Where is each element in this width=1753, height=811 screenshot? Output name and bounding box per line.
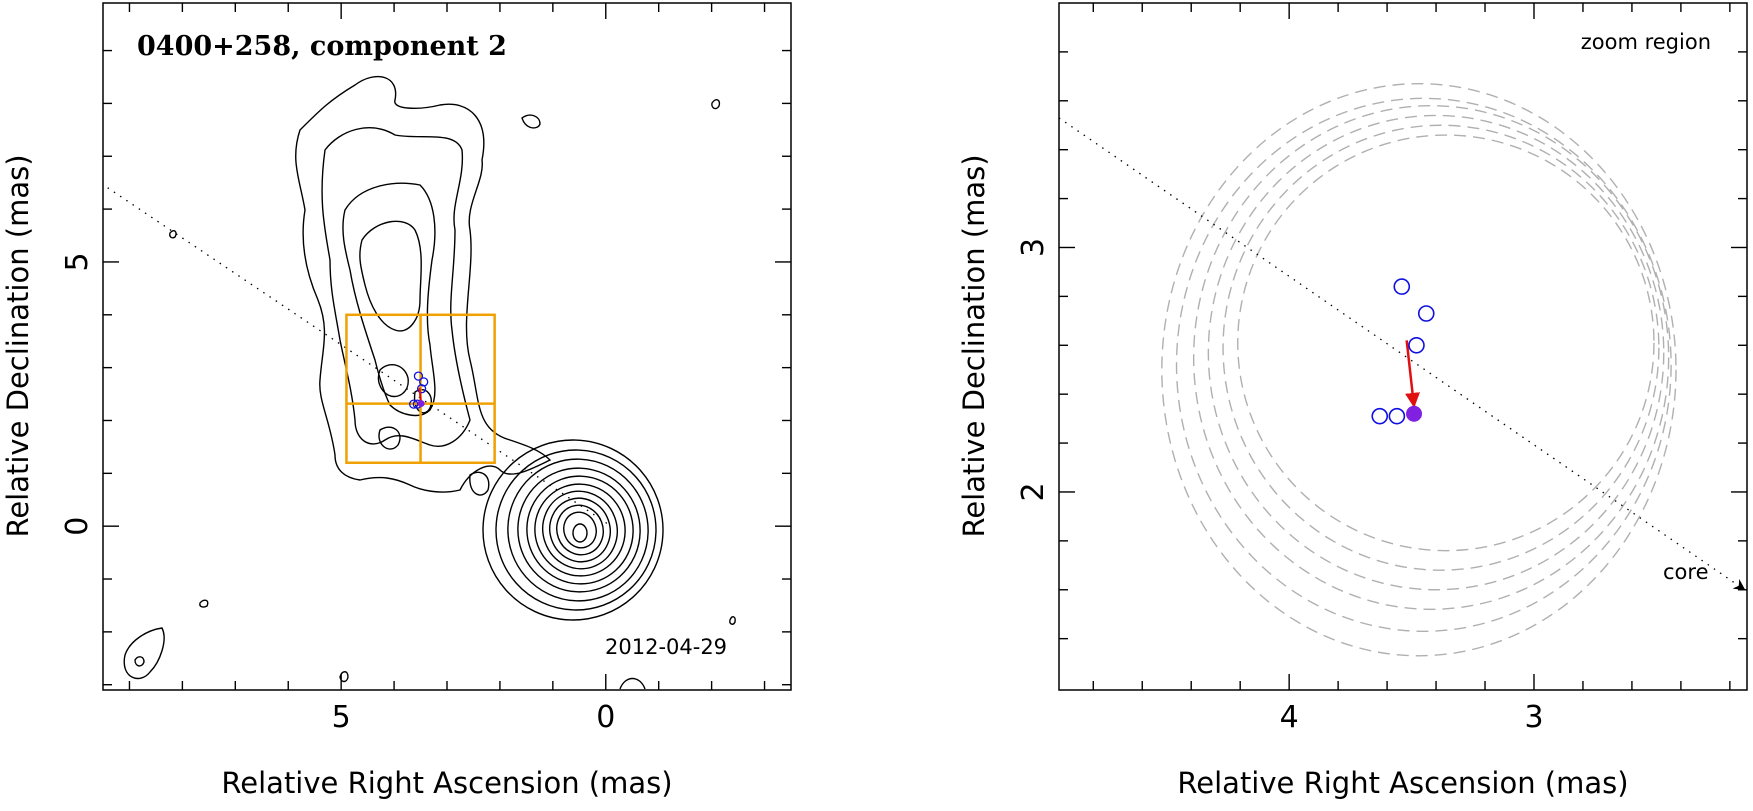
noise-contour bbox=[169, 230, 177, 239]
jet-contour bbox=[378, 426, 401, 450]
core-contour bbox=[563, 511, 597, 549]
epoch-date-label: 2012-04-29 bbox=[605, 635, 727, 659]
right-x-axis-label: Relative Right Ascension (mas) bbox=[1177, 766, 1628, 800]
left-plot-title: 0400+258, component 2 bbox=[137, 31, 507, 62]
component-position-marker bbox=[413, 371, 424, 381]
beam-ellipses bbox=[1161, 82, 1677, 657]
jet-contour bbox=[377, 364, 409, 398]
component-position-marker bbox=[1393, 278, 1411, 295]
jet-contour bbox=[321, 127, 471, 447]
component-position-marker bbox=[416, 384, 427, 394]
jet-contour bbox=[469, 471, 490, 496]
noise-contour bbox=[339, 671, 349, 683]
motion-arrow bbox=[1405, 340, 1420, 408]
noise-contour bbox=[729, 616, 736, 625]
left-ticks bbox=[103, 3, 791, 690]
right-plot-frame bbox=[1058, 2, 1748, 691]
jet-contour bbox=[295, 75, 552, 493]
core-contour bbox=[526, 475, 634, 585]
jet-contour bbox=[359, 220, 422, 332]
left-panel: 5 0 5 0 0400+258, component 2 2012-04-29 Re… bbox=[1, 2, 792, 800]
noise-contour bbox=[123, 627, 165, 680]
x-tick-label: 4 bbox=[1280, 700, 1299, 735]
left-x-axis-label: Relative Right Ascension (mas) bbox=[221, 766, 672, 800]
component-position-marker bbox=[1408, 336, 1425, 354]
beam-ellipse bbox=[1237, 134, 1655, 552]
beam-ellipse bbox=[1222, 124, 1660, 571]
core-contour bbox=[507, 458, 649, 602]
component-position-marker bbox=[1417, 305, 1435, 322]
noise-contour bbox=[134, 656, 145, 667]
core-contour bbox=[534, 483, 626, 577]
latest-position-marker bbox=[1406, 405, 1423, 422]
core-contour bbox=[549, 497, 611, 563]
left-component-markers bbox=[409, 371, 429, 409]
noise-contour bbox=[521, 114, 541, 129]
core-contour bbox=[572, 523, 588, 543]
component-position-marker bbox=[1388, 407, 1406, 425]
jet-contour bbox=[413, 389, 432, 414]
x-tick-label: 5 bbox=[332, 700, 351, 735]
left-contours bbox=[123, 75, 736, 690]
core-contour bbox=[495, 449, 657, 611]
right-tick-labels: 4 3 3 2 bbox=[1016, 238, 1544, 735]
core-direction-label: core bbox=[1663, 560, 1709, 584]
latest-position-marker bbox=[417, 400, 425, 408]
left-tick-labels: 5 0 5 0 bbox=[60, 252, 615, 735]
beam-ellipse bbox=[1175, 97, 1672, 633]
right-y-axis-label: Relative Declination (mas) bbox=[957, 154, 991, 537]
left-y-axis-label: Relative Declination (mas) bbox=[1, 154, 35, 537]
noise-contour bbox=[199, 599, 209, 608]
x-tick-label: 0 bbox=[596, 700, 615, 735]
noise-contour bbox=[711, 99, 721, 110]
beam-ellipse bbox=[1192, 104, 1670, 611]
jet-axis-line-zoom bbox=[1058, 117, 1746, 591]
core-contour bbox=[517, 467, 641, 593]
left-plot-frame bbox=[102, 2, 792, 691]
y-tick-label: 5 bbox=[60, 252, 95, 271]
zoom-region-label: zoom region bbox=[1581, 30, 1711, 54]
core-contour bbox=[482, 439, 664, 621]
right-component-markers bbox=[1371, 278, 1435, 425]
noise-contour bbox=[619, 677, 646, 690]
beam-ellipse bbox=[1161, 82, 1677, 657]
component-position-marker bbox=[1371, 407, 1389, 425]
right-ticks bbox=[1059, 3, 1747, 690]
core-contour bbox=[542, 490, 618, 570]
beam-ellipse bbox=[1207, 114, 1665, 591]
y-tick-label: 2 bbox=[1016, 482, 1051, 501]
jet-contour bbox=[342, 182, 436, 417]
right-panel: 4 3 3 2 zoom region core Relative Right Asc… bbox=[957, 2, 1748, 800]
y-tick-label: 3 bbox=[1016, 238, 1051, 257]
core-contour bbox=[556, 504, 604, 556]
x-tick-label: 3 bbox=[1524, 700, 1543, 735]
y-tick-label: 0 bbox=[60, 517, 95, 536]
